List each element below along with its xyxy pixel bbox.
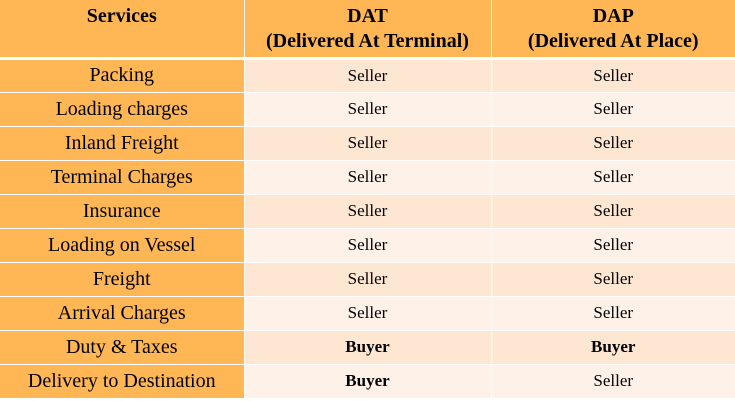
dat-cell: Seller	[244, 296, 492, 331]
dat-cell: Buyer	[244, 364, 492, 399]
table-row: Freight Seller Seller	[0, 262, 735, 297]
header-text: DAT	[347, 5, 388, 27]
header-subtext: (Delivered At Place)	[527, 30, 699, 52]
dat-cell: Seller	[244, 92, 492, 127]
service-cell: Duty & Taxes	[0, 330, 245, 365]
service-cell: Insurance	[0, 194, 245, 229]
service-cell: Loading on Vessel	[0, 228, 245, 263]
header-dap: DAP (Delivered At Place)	[491, 0, 735, 60]
dap-cell: Seller	[491, 126, 735, 161]
service-cell: Arrival Charges	[0, 296, 245, 331]
header-dat: DAT (Delivered At Terminal)	[244, 0, 492, 60]
table-row: Inland Freight Seller Seller	[0, 126, 735, 161]
table-row: Loading charges Seller Seller	[0, 92, 735, 127]
dap-cell: Seller	[491, 364, 735, 399]
dap-cell: Seller	[491, 228, 735, 263]
header-subtext: (Delivered At Terminal)	[266, 30, 469, 52]
table-row: Delivery to Destination Buyer Seller	[0, 364, 735, 399]
dap-cell: Seller	[491, 92, 735, 127]
dat-cell: Seller	[244, 58, 492, 93]
service-cell: Loading charges	[0, 92, 245, 127]
header-text: Services	[86, 5, 157, 27]
table-row: Loading on Vessel Seller Seller	[0, 228, 735, 263]
header-row: Services DAT (Delivered At Terminal) DAP (…	[0, 0, 735, 60]
header-services: Services	[0, 0, 245, 60]
dat-cell: Seller	[244, 160, 492, 195]
service-cell: Delivery to Destination	[0, 364, 245, 399]
table-row: Insurance Seller Seller	[0, 194, 735, 229]
dap-cell: Seller	[491, 160, 735, 195]
service-cell: Terminal Charges	[0, 160, 245, 195]
dat-cell: Seller	[244, 262, 492, 297]
header-text: DAP	[592, 5, 634, 27]
table-row: Duty & Taxes Buyer Buyer	[0, 330, 735, 365]
service-cell: Packing	[0, 58, 245, 93]
service-cell: Freight	[0, 262, 245, 297]
dat-cell: Buyer	[244, 330, 492, 365]
table-row: Arrival Charges Seller Seller	[0, 296, 735, 331]
service-cell: Inland Freight	[0, 126, 245, 161]
table-row: Packing Seller Seller	[0, 58, 735, 93]
dat-cell: Seller	[244, 126, 492, 161]
dat-cell: Seller	[244, 194, 492, 229]
dap-cell: Seller	[491, 262, 735, 297]
dat-cell: Seller	[244, 228, 492, 263]
table-row: Terminal Charges Seller Seller	[0, 160, 735, 195]
dap-cell: Seller	[491, 58, 735, 93]
dap-cell: Seller	[491, 296, 735, 331]
dap-cell: Buyer	[491, 330, 735, 365]
dap-cell: Seller	[491, 194, 735, 229]
